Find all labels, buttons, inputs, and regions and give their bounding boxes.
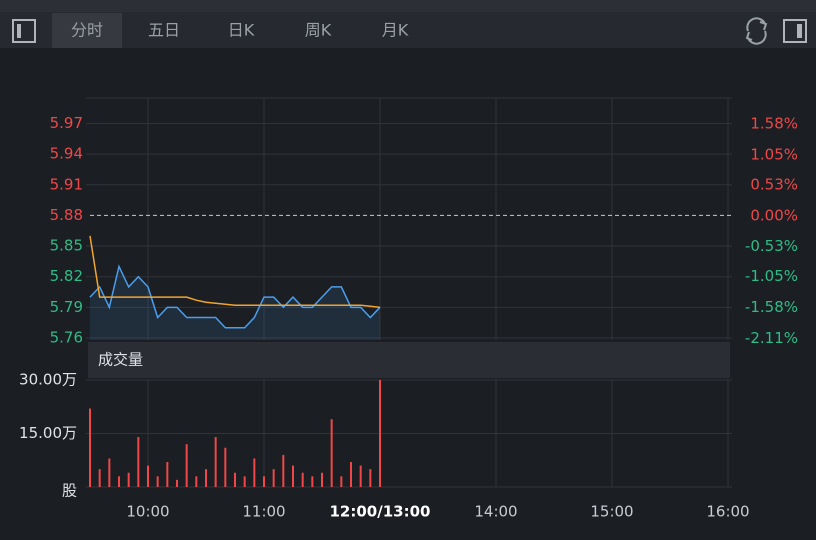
volume-bar xyxy=(301,472,304,487)
volume-bar xyxy=(108,458,111,487)
volume-bar xyxy=(185,444,188,487)
sidebar-toggle[interactable] xyxy=(12,19,36,43)
volume-bar xyxy=(359,465,362,487)
y2-tick-label: -0.53% xyxy=(745,237,798,255)
y-tick-label: 5.85 xyxy=(50,237,83,255)
volume-bar xyxy=(89,408,91,487)
tab[interactable]: 五日 xyxy=(148,21,180,40)
volume-bar xyxy=(340,476,343,487)
volume-bar xyxy=(234,472,236,487)
volume-bar xyxy=(330,419,333,487)
x-tick-label: 11:00 xyxy=(242,503,285,521)
volume-bar xyxy=(253,458,256,487)
volume-bar xyxy=(98,469,101,487)
volume-bar xyxy=(321,472,323,487)
y-tick-label: 5.76 xyxy=(50,328,83,346)
volume-bar xyxy=(205,469,207,487)
x-tick-label: 12:00/13:00 xyxy=(330,503,431,521)
tab[interactable]: 日K xyxy=(228,21,255,40)
volume-bar xyxy=(282,454,285,487)
volume-bar xyxy=(379,380,381,487)
tab[interactable]: 月K xyxy=(382,21,409,40)
volume-title: 成交量 xyxy=(98,351,143,369)
volume-bar xyxy=(292,465,294,487)
volume-bar xyxy=(166,462,169,487)
y-tick-label: 5.91 xyxy=(50,175,83,193)
tab[interactable]: 分时 xyxy=(71,21,103,40)
y2-tick-label: -1.58% xyxy=(745,298,798,316)
y-tick-label: 5.79 xyxy=(50,298,83,316)
x-tick-label: 10:00 xyxy=(126,503,169,521)
average-line xyxy=(89,235,381,309)
y2-tick-label: 0.53% xyxy=(750,176,798,194)
y2-tick-label: 1.58% xyxy=(750,115,798,133)
volume-bar xyxy=(272,469,275,487)
plot: 10:00 11:00 12:00/13:00 14:00 15:00 16:00 5.97… xyxy=(19,97,798,521)
x-tick-label: 15:00 xyxy=(590,503,633,521)
y2-tick-label: 0.00% xyxy=(750,206,798,224)
sidebar-toggle-bar xyxy=(17,24,21,38)
volume-bar xyxy=(176,479,178,487)
y2-tick-label: 1.05% xyxy=(750,145,798,163)
y-tick-label: 股 xyxy=(62,482,77,500)
volume-header xyxy=(88,342,730,378)
y-tick-label: 5.94 xyxy=(50,145,83,163)
y-tick-label: 30.00万 xyxy=(19,371,77,389)
volume-bar xyxy=(350,462,352,487)
refresh-icon[interactable] xyxy=(745,17,768,45)
volume-bar xyxy=(369,469,372,487)
volume-bar xyxy=(156,476,159,487)
y2-tick-label: -1.05% xyxy=(745,267,798,285)
volume-bar xyxy=(137,437,140,487)
volume-bar xyxy=(243,476,246,487)
toolbar-top xyxy=(0,0,816,12)
y-tick-label: 15.00万 xyxy=(19,424,77,442)
y-tick-label: 5.88 xyxy=(50,206,83,224)
volume-bar xyxy=(311,476,314,487)
y-tick-label: 5.82 xyxy=(50,267,83,285)
volume-bar xyxy=(127,472,130,487)
panel-toggle[interactable] xyxy=(783,19,807,43)
x-tick-label: 16:00 xyxy=(706,503,749,521)
volume-bar xyxy=(263,476,265,487)
tabs: 分时 五日 日K 周K 月K xyxy=(52,13,409,48)
price-area xyxy=(90,266,380,340)
panel-toggle-bar xyxy=(797,24,802,38)
y2-tick-label: -2.11% xyxy=(745,329,798,347)
tab-selected-bg xyxy=(52,13,122,48)
tab[interactable]: 周K xyxy=(305,21,332,40)
volume-bar xyxy=(224,447,227,487)
x-tick-label: 14:00 xyxy=(474,503,517,521)
volume-bar xyxy=(118,476,120,487)
volume-bar xyxy=(214,437,217,487)
price-line xyxy=(89,264,381,329)
y-tick-label: 5.97 xyxy=(50,114,83,132)
volume-bar xyxy=(195,476,198,487)
volume-bar xyxy=(147,465,149,487)
